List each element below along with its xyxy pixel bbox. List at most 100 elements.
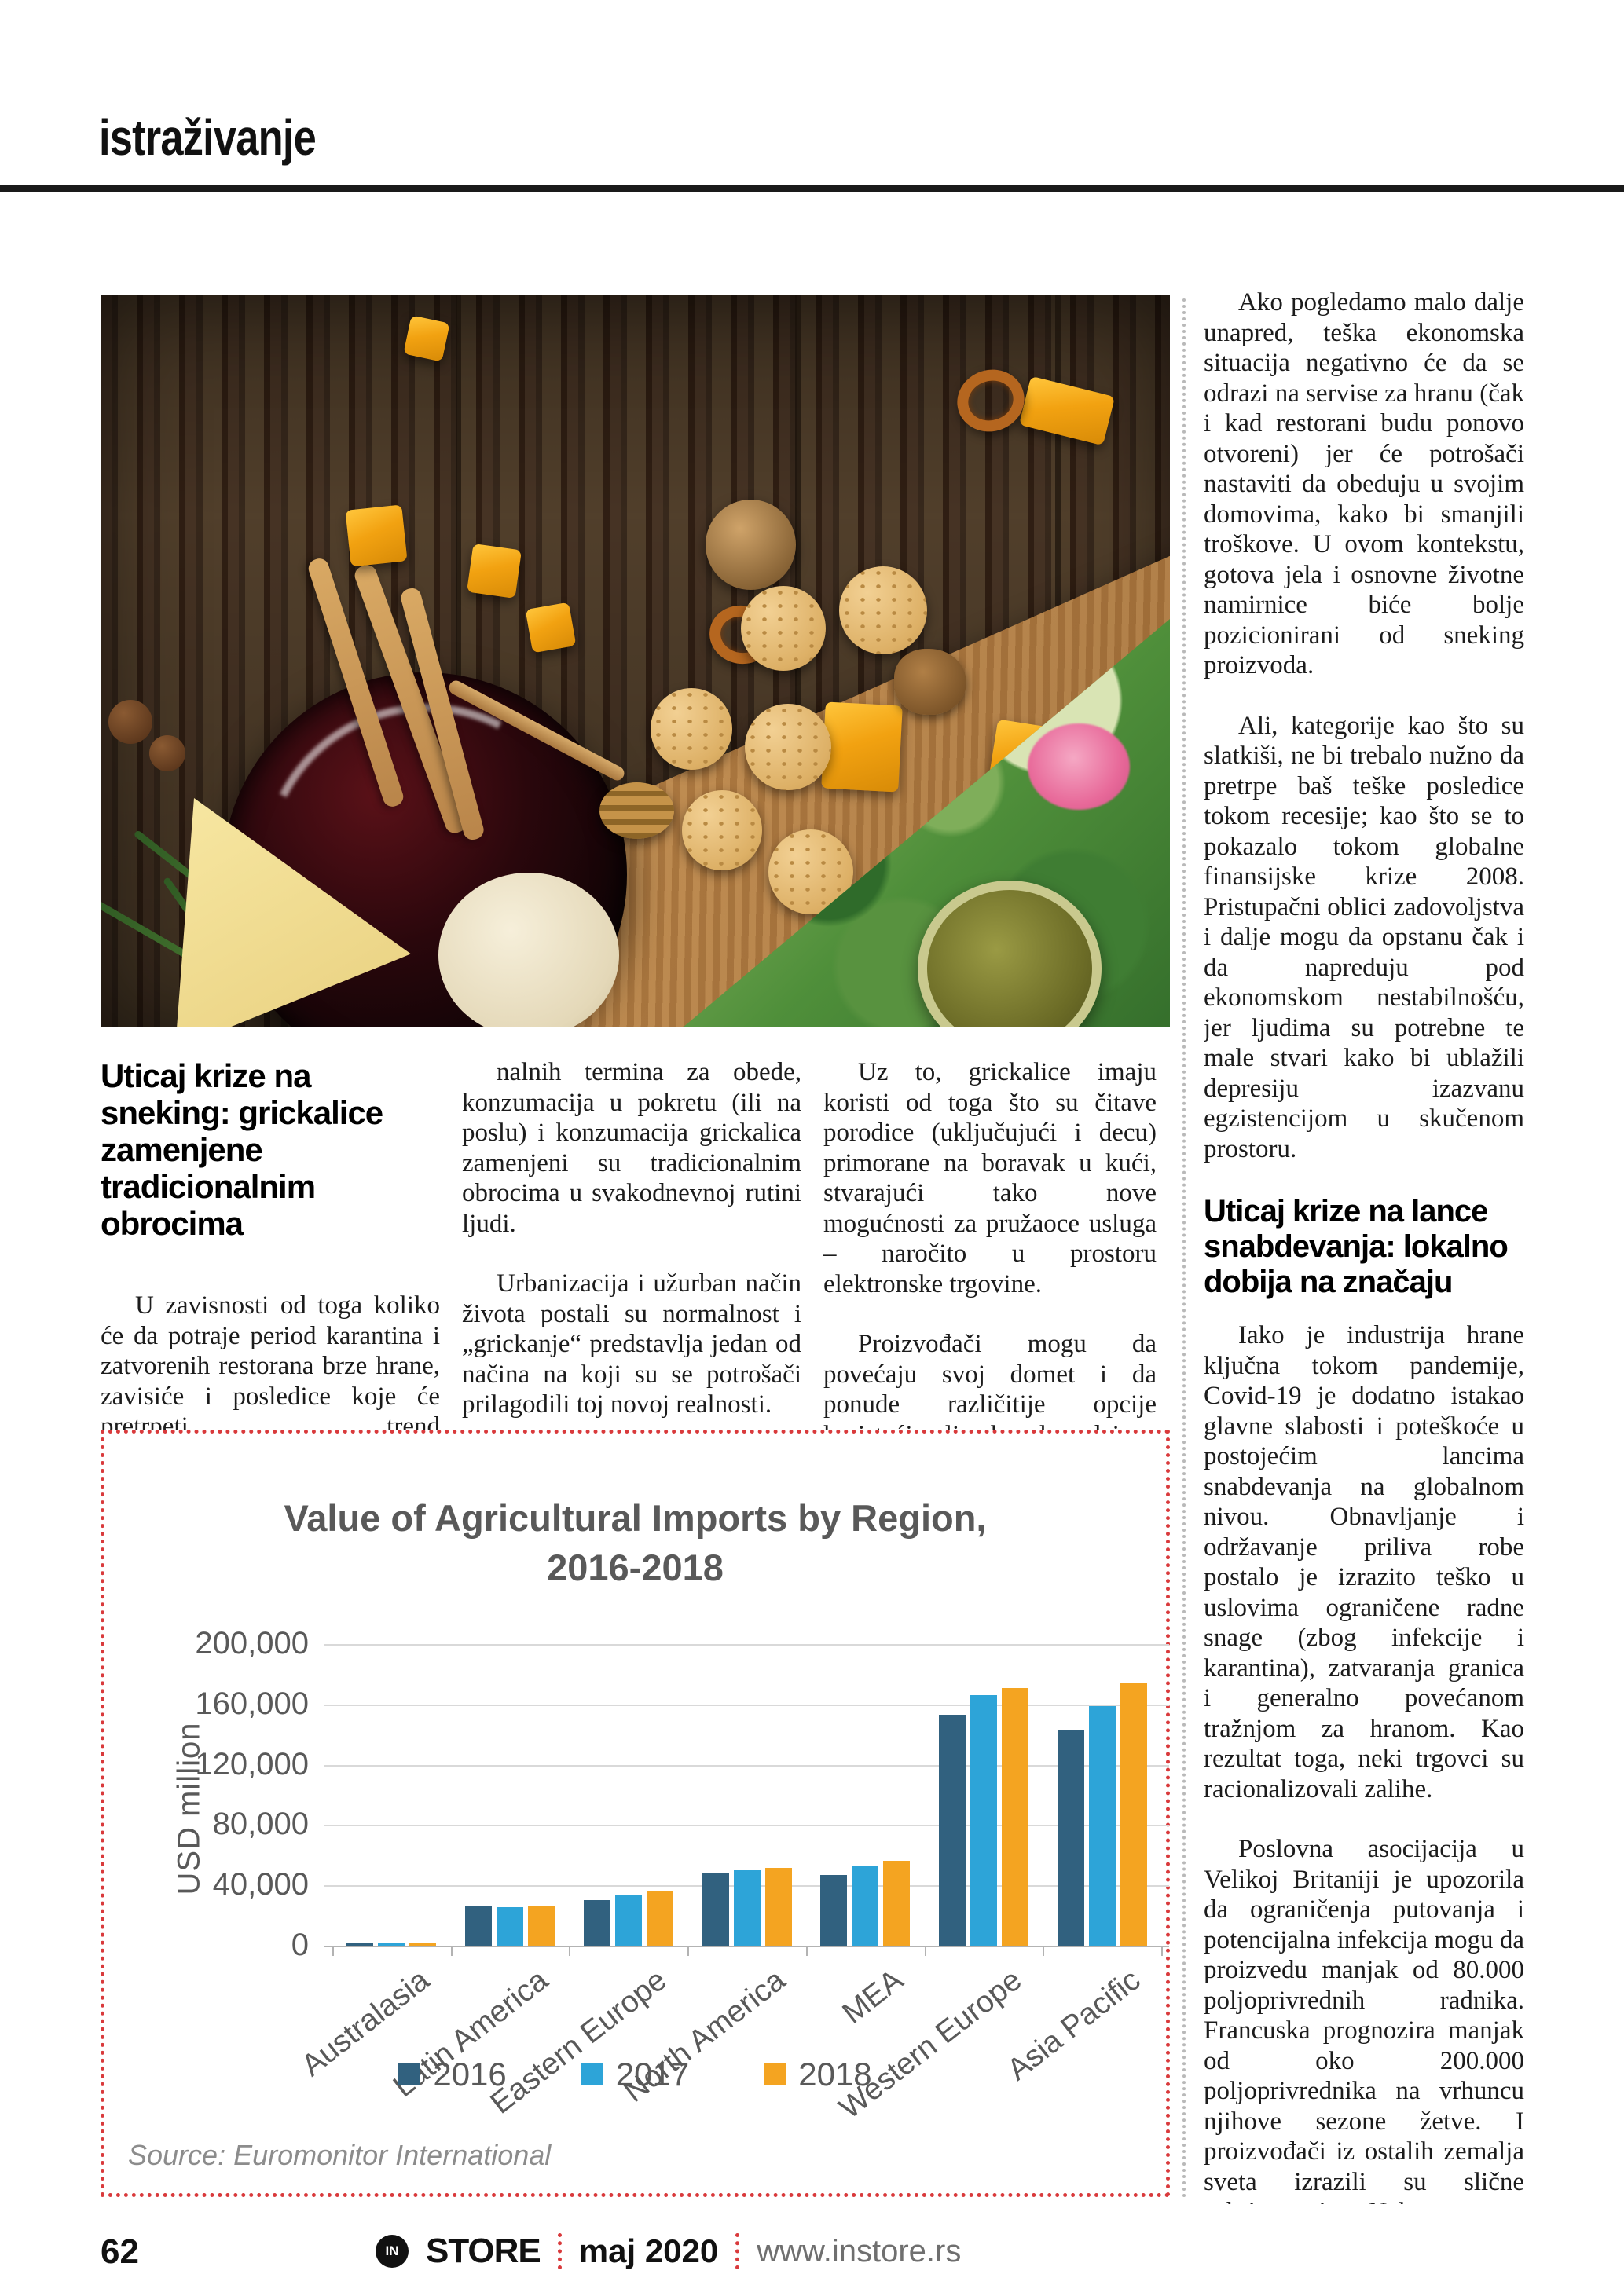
bar-2018-western-europe [1002,1688,1028,1946]
gridline [324,1644,1169,1646]
bar-2016-asia-pacific [1058,1730,1084,1946]
article-heading: Uticaj krize na sneking: grickalice zame… [101,1057,383,1242]
cheese-cube [345,504,408,567]
chart-box: Value of Agricultural Imports by Region,… [101,1430,1170,2197]
cracker [651,688,732,770]
bar-2016-mea [820,1875,847,1946]
y-axis-tick-label: 80,000 [212,1807,309,1842]
paragraph: Poslovna asocijacija u Velikoj Britaniji… [1204,1835,1524,2204]
bar-2017-mea [852,1866,878,1946]
footer-brand-row: IN STORE maj 2020 www.instore.rs [376,2228,961,2275]
legend-label: 2016 [433,2056,507,2093]
instore-logo-icon: IN [376,2235,409,2268]
wood-plank-seam [456,295,461,1027]
gridline [324,1825,1169,1827]
bar-2018-australasia [409,1943,436,1946]
cheese-bar [1018,375,1116,446]
bar-2017-western-europe [970,1695,997,1946]
bar-2018-latin-america [528,1906,555,1946]
cheese-cube [403,315,450,362]
bar-2018-eastern-europe [647,1891,673,1946]
x-axis-category-label: MEA [836,1963,910,2031]
chart-title-line2: 2016-2018 [547,1547,724,1588]
cheese-cube [525,602,577,654]
cheese-round [438,873,619,1027]
legend-item-2018: 2018 [764,2056,872,2093]
bar-2018-mea [883,1861,910,1946]
chart-title-line1: Value of Agricultural Imports by Region, [284,1497,987,1539]
bar-2017-eastern-europe [615,1895,642,1946]
bar-2017-asia-pacific [1089,1706,1116,1946]
cracker [741,586,826,671]
issue-date: maj 2020 [578,2232,719,2269]
bar-2018-north-america [765,1868,792,1946]
column-3: Uz to, grickalice imaju koristi od toga … [823,1057,1157,1449]
hazelnut [108,700,152,744]
y-axis-tick-label: 160,000 [195,1686,309,1721]
gridline [324,1946,1169,1947]
page-number: 62 [101,2232,139,2271]
cheese-cube [466,543,522,599]
legend-swatch-icon [398,2063,421,2085]
bar-2018-asia-pacific [1120,1683,1147,1946]
x-axis-category-label: Latin America [387,1963,555,2104]
right-column: Ako pogledamo malo dalje unapred, teška … [1204,287,1524,2204]
x-axis-category-label: Asia Pacific [1001,1963,1147,2087]
y-axis-tick-label: 40,000 [212,1867,309,1902]
x-axis-category-label: Eastern Europe [484,1963,673,2121]
section-label: istraživanje [99,109,317,166]
cracker [682,790,762,870]
chart-source: Source: Euromonitor International [128,2139,552,2171]
cheese-cube [821,701,903,793]
legend-label: 2018 [798,2056,872,2093]
column-2: nalnih termina za obede, konzumacija u p… [462,1057,801,1426]
walnut-shell [706,500,796,590]
header-rule [0,185,1624,192]
bar-2016-north-america [702,1873,729,1946]
article-photo [101,295,1170,1027]
page-footer: 62 IN STORE maj 2020 www.instore.rs [0,2228,1624,2275]
paragraph: Ako pogledamo malo dalje unapred, teška … [1204,288,1524,679]
x-axis-category-label: Western Europe [833,1963,1028,2126]
legend-item-2017: 2017 [581,2056,689,2093]
paragraph: Uz to, grickalice imaju koristi od toga … [823,1058,1157,1298]
y-axis-tick-label: 200,000 [195,1626,309,1661]
gridline [324,1764,1169,1767]
pink-flower [1028,723,1130,810]
bar-2017-australasia [378,1943,405,1946]
bar-2017-latin-america [497,1907,523,1946]
x-axis-tick [924,1946,926,1956]
bar-2016-western-europe [939,1715,966,1946]
paragraph: Ali, kategorije kao što su slatkiši, ne … [1204,711,1524,1163]
legend-swatch-icon [764,2063,786,2085]
pretzel [949,361,1032,441]
x-axis-category-label: Australasia [295,1963,436,2083]
legend-item-2016: 2016 [398,2056,507,2093]
x-axis-tick [332,1946,334,1956]
bar-2016-australasia [346,1943,373,1946]
legend-label: 2017 [615,2056,690,2093]
walnut-kernel [894,649,966,715]
y-axis-tick-label: 0 [291,1928,309,1962]
brand-name: STORE [426,2232,541,2270]
honey-dipper-head [599,782,674,839]
x-axis-tick [805,1946,808,1956]
legend-swatch-icon [581,2063,603,2085]
website-link[interactable]: www.instore.rs [757,2233,962,2269]
footer-separator [557,2233,562,2269]
x-axis-category-label: North America [618,1963,792,2110]
bar-2016-eastern-europe [584,1900,610,1946]
cracker [745,704,831,790]
chart-plot-area: 0 40,000 80,000 120,000 160,000 200,000 Austra… [104,1434,1169,2193]
x-axis-tick [1161,1946,1163,1956]
bar-2016-latin-america [465,1906,492,1946]
x-axis-tick [450,1946,453,1956]
hazelnut [149,735,185,771]
y-axis-tick-label: 120,000 [195,1746,309,1782]
column-1: Uticaj krize na sneking: grickalice zame… [101,1057,440,1501]
x-axis-tick [569,1946,571,1956]
footer-separator [735,2233,740,2269]
gridline [324,1704,1169,1706]
x-axis-tick [1043,1946,1045,1956]
